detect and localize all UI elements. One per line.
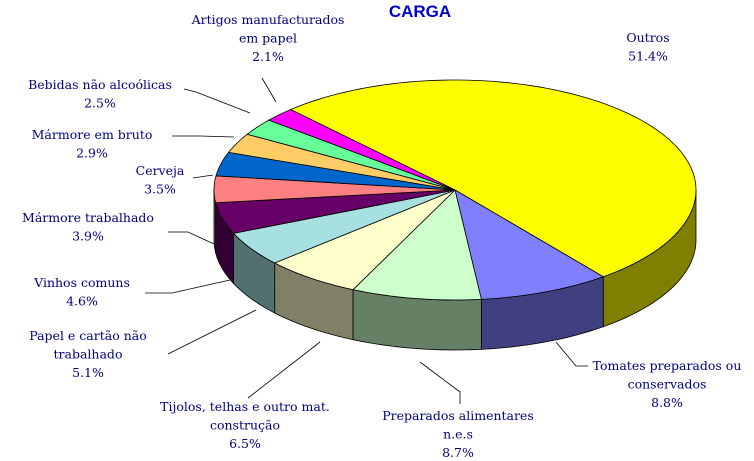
slice <box>289 79 697 278</box>
slice <box>246 119 456 191</box>
leader-line <box>419 361 461 404</box>
slice <box>454 189 605 300</box>
chart-title: CARGA <box>389 2 451 21</box>
category-label: Papel e cartão não trabalhado <box>29 328 146 362</box>
leader-line <box>192 174 214 179</box>
value-label: 4.6% <box>66 294 98 309</box>
value-label: 5.1% <box>72 365 104 380</box>
slice <box>227 133 456 191</box>
slice <box>267 109 456 191</box>
value-label: 51.4% <box>628 49 668 64</box>
category-label: Mármore em bruto <box>32 127 153 142</box>
category-label: Tomates preparados ou conservados <box>593 358 742 392</box>
leader-line <box>555 341 588 367</box>
value-label: 6.5% <box>229 436 261 451</box>
slice <box>213 175 456 204</box>
label-line: conservados <box>628 377 707 392</box>
value-label: 3.5% <box>144 182 176 197</box>
category-label: Preparados alimentares n.e.s <box>382 408 534 442</box>
category-label: Tijolos, telhas e outro mat. construção <box>160 399 330 433</box>
leader-line <box>172 135 235 138</box>
label-line: Mármore em bruto <box>32 127 153 142</box>
label-line: em papel <box>239 31 297 46</box>
label-line: Cerveja <box>136 163 185 178</box>
value-label: 2.1% <box>252 49 284 64</box>
label-line: Outros <box>626 30 669 45</box>
category-label: Bebidas não alcoólicas <box>28 77 172 92</box>
value-label: 2.9% <box>76 146 108 161</box>
leader-line <box>167 309 257 355</box>
slice <box>352 189 482 301</box>
slice <box>232 189 456 264</box>
slice <box>215 151 456 191</box>
label-line: Mármore trabalhado <box>22 210 154 225</box>
pie-tops <box>213 79 697 301</box>
leader-line <box>183 88 251 114</box>
label-line: Tomates preparados ou <box>593 358 742 373</box>
category-label: Outros <box>626 30 669 45</box>
value-label: 3.9% <box>72 229 104 244</box>
category-label: Cerveja <box>136 163 185 178</box>
label-line: trabalhado <box>54 347 123 362</box>
label-line: Tijolos, telhas e outro mat. <box>160 399 330 414</box>
slice <box>273 189 456 291</box>
label-line: Bebidas não alcoólicas <box>28 77 172 92</box>
category-label: Artigos manufacturados em papel <box>191 12 345 46</box>
value-label: 8.7% <box>442 445 474 460</box>
category-label: Vinhos comuns <box>33 275 130 290</box>
leader-line <box>145 279 231 294</box>
leader-line <box>247 341 321 399</box>
value-label: 8.8% <box>651 395 683 410</box>
label-line: n.e.s <box>443 427 473 442</box>
value-label: 2.5% <box>84 96 116 111</box>
label-line: Vinhos comuns <box>33 275 130 290</box>
label-line: Papel e cartão não <box>29 328 146 343</box>
label-line: Preparados alimentares <box>382 408 534 423</box>
leader-line <box>261 77 277 103</box>
category-label: Mármore trabalhado <box>22 210 154 225</box>
leader-line <box>168 231 215 245</box>
label-line: construção <box>210 418 280 433</box>
slice <box>215 189 456 234</box>
label-line: Artigos manufacturados <box>191 12 345 27</box>
